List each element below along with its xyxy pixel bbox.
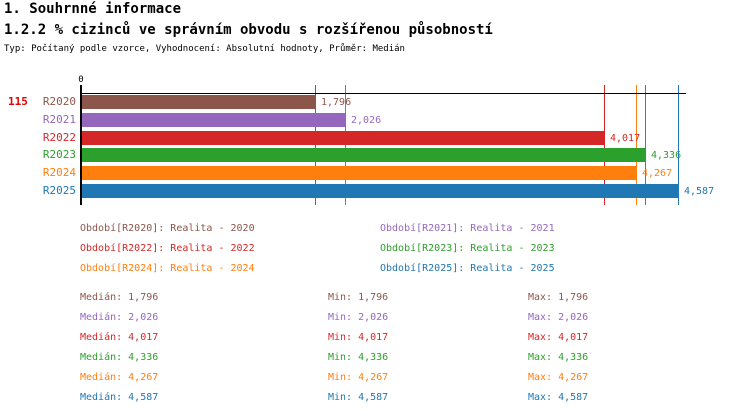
x-axis-line bbox=[80, 93, 686, 94]
bar-R2024 bbox=[82, 166, 637, 180]
stat-median: Medián: 4,336 bbox=[80, 352, 159, 363]
value-marker-line-R2022 bbox=[604, 85, 605, 205]
stat-min: Min: 1,796 bbox=[328, 292, 389, 303]
stat-min: Min: 4,587 bbox=[328, 392, 389, 403]
value-label-R2025: 4,587 bbox=[684, 186, 715, 197]
stat-min: Min: 4,336 bbox=[328, 352, 389, 363]
value-marker-line-R2020 bbox=[315, 85, 316, 205]
stat-median: Medián: 4,587 bbox=[80, 392, 159, 403]
row-label-R2022: R2022 bbox=[42, 131, 76, 144]
x-axis-zero-tick-label: 0 bbox=[78, 75, 84, 85]
row-label-R2025: R2025 bbox=[42, 184, 76, 197]
value-label-R2023: 4,336 bbox=[651, 150, 682, 161]
value-marker-line-R2024 bbox=[636, 85, 637, 205]
legend-entry: Období[R2021]: Realita - 2021 bbox=[380, 223, 555, 234]
legend-entry: Období[R2020]: Realita - 2020 bbox=[80, 223, 255, 234]
value-label-R2020: 1,796 bbox=[321, 97, 352, 108]
row-label-R2020: R2020 bbox=[42, 95, 76, 108]
value-label-R2024: 4,267 bbox=[642, 168, 673, 179]
stat-max: Max: 4,267 bbox=[528, 372, 589, 383]
y-axis-line bbox=[80, 85, 82, 205]
stat-median: Medián: 1,796 bbox=[80, 292, 159, 303]
stat-max: Max: 4,017 bbox=[528, 332, 589, 343]
stat-max: Max: 4,587 bbox=[528, 392, 589, 403]
indicator-title: 1.2.2 % cizinců ve správním obvodu s roz… bbox=[4, 22, 493, 38]
legend-entry: Období[R2024]: Realita - 2024 bbox=[80, 263, 255, 274]
row-count-badge: 115 bbox=[8, 95, 28, 108]
bar-R2020 bbox=[82, 95, 316, 109]
stat-min: Min: 2,026 bbox=[328, 312, 389, 323]
legend-entry: Období[R2023]: Realita - 2023 bbox=[380, 243, 555, 254]
value-label-R2022: 4,017 bbox=[610, 133, 641, 144]
bar-R2021 bbox=[82, 113, 346, 127]
stat-median: Medián: 4,017 bbox=[80, 332, 159, 343]
value-marker-line-R2025 bbox=[678, 85, 679, 205]
bar-R2023 bbox=[82, 148, 646, 162]
stat-max: Max: 4,336 bbox=[528, 352, 589, 363]
section-title: 1. Souhrnné informace bbox=[4, 1, 182, 17]
legend-entry: Období[R2022]: Realita - 2022 bbox=[80, 243, 255, 254]
row-label-R2023: R2023 bbox=[42, 148, 76, 161]
stat-max: Max: 2,026 bbox=[528, 312, 589, 323]
stat-min: Min: 4,267 bbox=[328, 372, 389, 383]
bar-R2022 bbox=[82, 131, 605, 145]
row-label-R2024: R2024 bbox=[42, 166, 76, 179]
value-label-R2021: 2,026 bbox=[351, 115, 382, 126]
stat-max: Max: 1,796 bbox=[528, 292, 589, 303]
value-marker-line-R2021 bbox=[345, 85, 346, 205]
stat-median: Medián: 2,026 bbox=[80, 312, 159, 323]
legend-entry: Období[R2025]: Realita - 2025 bbox=[380, 263, 555, 274]
row-label-R2021: R2021 bbox=[42, 113, 76, 126]
meta-line: Typ: Počítaný podle vzorce, Vyhodnocení:… bbox=[4, 44, 405, 54]
stat-min: Min: 4,017 bbox=[328, 332, 389, 343]
stat-median: Medián: 4,267 bbox=[80, 372, 159, 383]
bar-R2025 bbox=[82, 184, 679, 198]
value-marker-line-R2023 bbox=[645, 85, 646, 205]
